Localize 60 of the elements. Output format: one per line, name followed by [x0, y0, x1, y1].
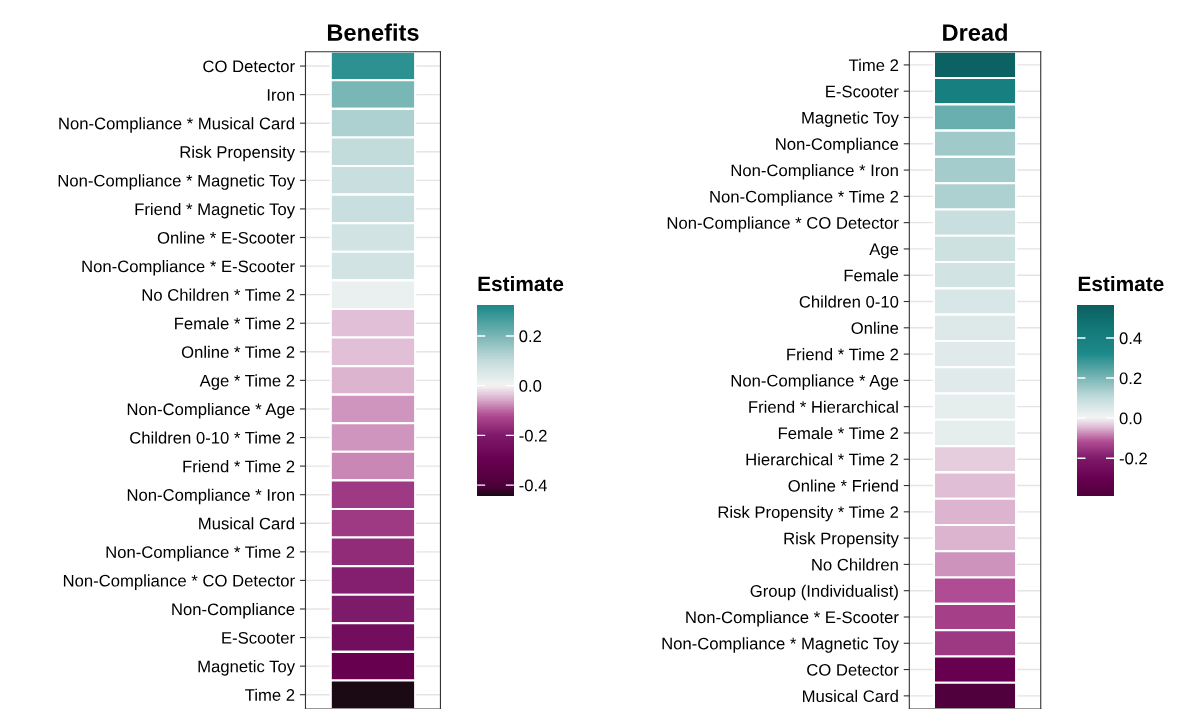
y-tick-label: E-Scooter: [826, 85, 899, 98]
y-tick-label: Age: [869, 243, 899, 259]
y-tick-label: Children 0-10 * Time 2: [130, 431, 295, 444]
y-tick-label: Non-Compliance: [776, 137, 899, 154]
color-bar-label: 0.4: [1119, 332, 1142, 345]
y-tick-label: Non-Compliance * E-Scooter: [82, 260, 295, 276]
y-tick-label: Non-Compliance * Time 2: [710, 190, 899, 206]
y-tick-label: Group (Individualist): [750, 584, 898, 601]
y-tick-label: CO Detector: [203, 60, 295, 73]
y-tick-label: No Children: [812, 558, 898, 571]
y-tick-label: Friend * Time 2: [787, 348, 899, 361]
y-tick-label: Friend * Hierarchical: [749, 400, 898, 413]
color-bar-label: -0.4: [519, 479, 547, 492]
y-tick-label: Non-Compliance * Age: [127, 402, 295, 419]
y-tick-label: Female * Time 2: [175, 317, 295, 330]
y-tick-label: Time 2: [245, 688, 295, 701]
y-tick-label: No Children * Time 2: [142, 288, 295, 301]
y-tick-label: Non-Compliance * Time 2: [106, 545, 295, 562]
y-tick-label: Hierarchical * Time 2: [746, 453, 899, 466]
color-bar-label: 0.0: [519, 380, 542, 392]
chart-title: Dread: [943, 23, 1007, 41]
y-tick-label: Online * Friend: [788, 479, 898, 492]
y-tick-label: Non-Compliance * Iron: [731, 164, 898, 180]
y-tick-label: Non-Compliance * CO Detector: [63, 574, 295, 590]
y-tick-label: Risk Propensity: [180, 145, 296, 162]
y-tick-label: Musical Card: [199, 517, 294, 530]
y-tick-label: Female: [844, 269, 899, 282]
color-bar-label: 0.0: [1119, 412, 1142, 425]
y-tick-label: Female * Time 2: [778, 426, 899, 440]
y-tick-label: Non-Compliance * Magnetic Toy: [58, 174, 296, 190]
y-tick-label: Non-Compliance * E-Scooter: [686, 610, 899, 627]
y-tick-label: Risk Propensity: [784, 532, 899, 548]
y-tick-label: Children 0-10: [799, 295, 899, 308]
y-tick-label: Online: [851, 321, 899, 334]
y-tick-label: Non-Compliance * Iron: [127, 488, 294, 505]
color-bar-label: 0.2: [519, 330, 542, 343]
y-tick-label: Friend * Magnetic Toy: [135, 202, 296, 219]
y-tick-label: Risk Propensity * Time 2: [718, 505, 899, 522]
color-bar-label: 0.2: [1119, 372, 1142, 385]
y-tick-label: Non-Compliance * Magnetic Toy: [662, 637, 899, 653]
y-tick-label: Iron: [267, 89, 294, 101]
y-tick-label: Magnetic Toy: [802, 111, 899, 127]
color-bar-title: Estimate: [1078, 275, 1164, 292]
y-tick-label: Online * Time 2: [181, 345, 295, 359]
y-tick-label: Non-Compliance * CO Detector: [667, 216, 899, 233]
y-tick-label: Magnetic Toy: [198, 660, 296, 676]
y-tick-label: Non-Compliance * Age: [731, 374, 899, 390]
color-bar-label: -0.2: [1119, 452, 1147, 465]
y-tick-label: Musical Card: [803, 689, 898, 703]
chart-title: Benefits: [327, 23, 419, 41]
y-tick-label: Online * E-Scooter: [157, 231, 295, 244]
y-tick-label: Non-Compliance: [172, 602, 295, 619]
y-tick-label: Age * Time 2: [199, 374, 295, 390]
y-tick-label: Non-Compliance * Musical Card: [59, 117, 294, 133]
color-bar-label: -0.2: [519, 429, 547, 442]
y-tick-label: CO Detector: [807, 663, 899, 676]
y-tick-label: Time 2: [848, 58, 899, 72]
y-tick-label: Friend * Time 2: [183, 460, 295, 473]
y-tick-label: E-Scooter: [222, 631, 295, 644]
color-bar-title: Estimate: [478, 275, 564, 292]
